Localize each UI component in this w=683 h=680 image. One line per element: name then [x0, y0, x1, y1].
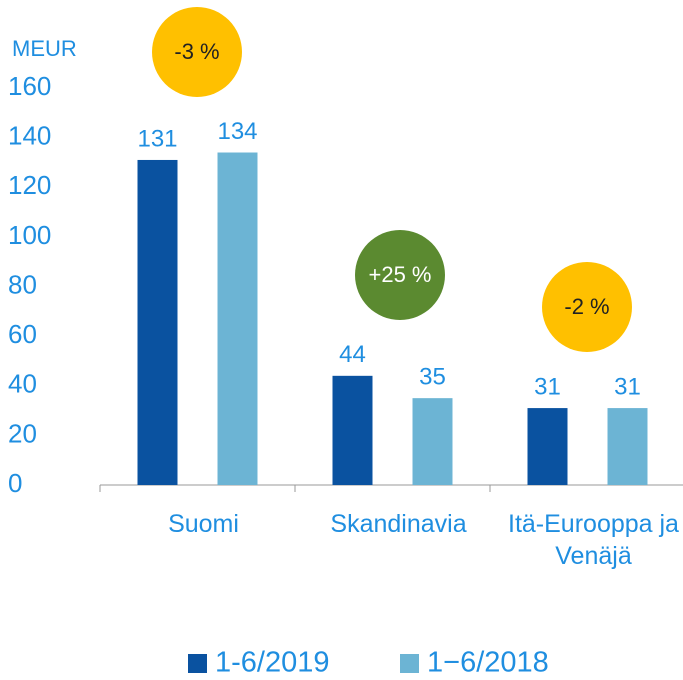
annotation-text: -3 %	[174, 39, 219, 64]
bar	[332, 375, 373, 485]
y-tick-label: 60	[8, 319, 37, 349]
data-label: 31	[534, 373, 561, 400]
bar	[607, 408, 648, 485]
legend-swatch	[188, 654, 207, 673]
x-tick-label: Skandinavia	[330, 510, 467, 538]
y-tick-label: 80	[8, 269, 37, 299]
data-label: 131	[137, 125, 177, 152]
y-tick-label: 0	[8, 468, 22, 498]
annotation-badge	[355, 230, 445, 320]
y-tick-label: 160	[8, 71, 51, 101]
bar	[217, 152, 258, 485]
y-tick-label: 100	[8, 220, 51, 250]
bar	[527, 408, 568, 485]
x-tick-label: Suomi	[168, 510, 239, 538]
data-label: 44	[339, 341, 366, 368]
x-tick-label: Itä-Eurooppa ja Venäjä	[508, 510, 679, 570]
legend-label: 1-6/2019	[215, 647, 330, 679]
y-axis-label: MEUR	[12, 36, 77, 61]
annotation-text: +25 %	[369, 262, 432, 287]
y-tick-label: 120	[8, 170, 51, 200]
y-tick-label: 140	[8, 121, 51, 151]
bar	[137, 159, 178, 486]
y-tick-label: 40	[8, 369, 37, 399]
annotation-badge	[542, 262, 632, 352]
annotation-text: -2 %	[564, 294, 609, 319]
y-tick-label: 20	[8, 418, 37, 448]
legend-swatch	[400, 654, 419, 673]
data-label: 35	[419, 364, 446, 391]
data-label: 134	[217, 118, 257, 145]
bar	[412, 398, 453, 485]
annotation-badge	[152, 7, 242, 97]
data-label: 31	[614, 373, 641, 400]
legend-label: 1−6/2018	[427, 647, 549, 679]
